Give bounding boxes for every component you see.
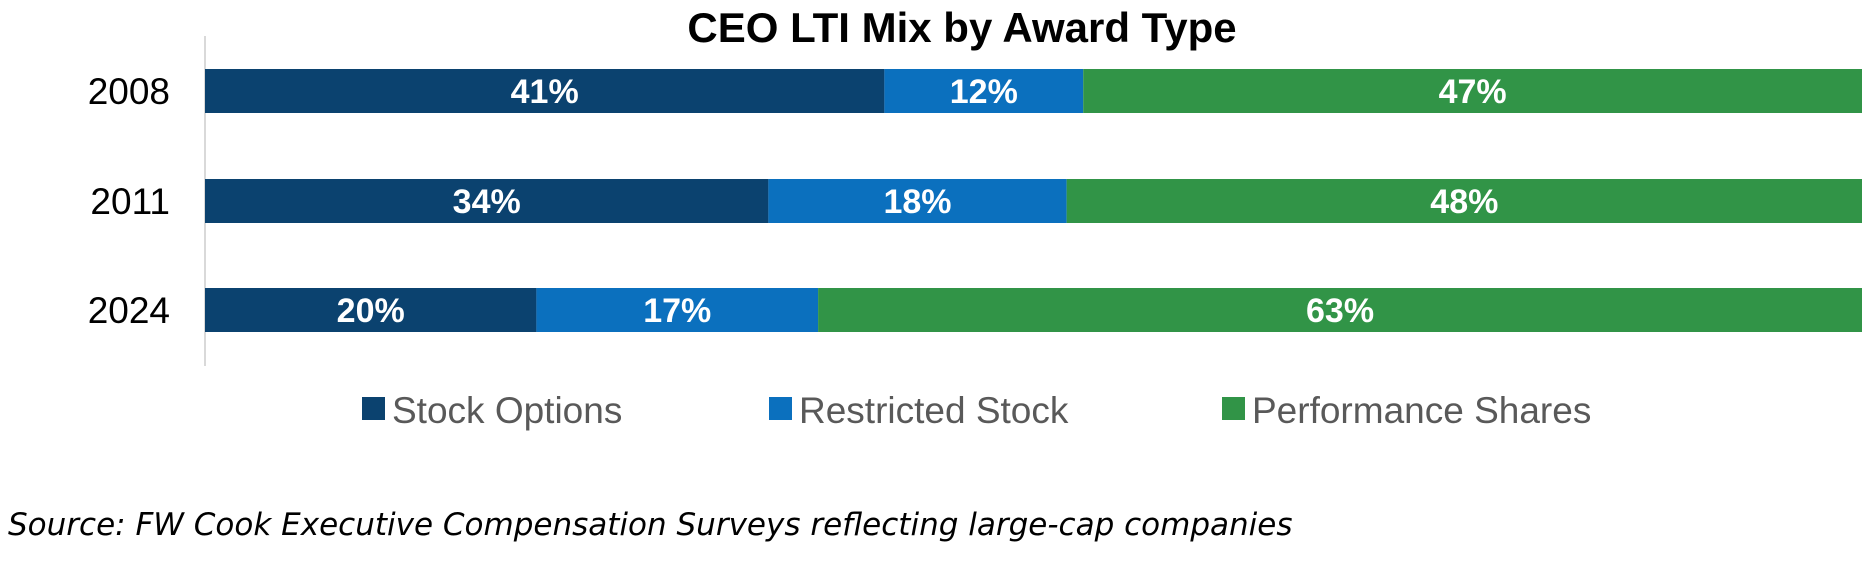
data-label-restricted-stock-2011: 18% bbox=[883, 183, 951, 221]
data-label-restricted-stock-2008: 12% bbox=[950, 73, 1018, 111]
legend-label-restricted-stock: Restricted Stock bbox=[799, 390, 1069, 431]
data-label-restricted-stock-2024: 17% bbox=[643, 292, 711, 330]
legend-swatch-performance-shares bbox=[1222, 397, 1245, 420]
legend-swatch-restricted-stock bbox=[769, 397, 792, 420]
bar-performance-shares-2008 bbox=[1083, 69, 1862, 113]
data-label-performance-shares-2008: 47% bbox=[1439, 73, 1507, 111]
legend: Stock Options Restricted Stock Performance… bbox=[362, 390, 1591, 431]
category-label-2011: 2011 bbox=[90, 181, 170, 222]
bar-stock-options-2024 bbox=[205, 288, 537, 332]
data-label-stock-options-2008: 41% bbox=[511, 73, 579, 111]
data-label-stock-options-2011: 34% bbox=[453, 183, 521, 221]
legend-label-performance-shares: Performance Shares bbox=[1252, 390, 1591, 431]
chart-title: CEO LTI Mix by Award Type bbox=[687, 4, 1236, 51]
bars-layer: 41% 12% 47% 34% 18% 48% 20% 17% 63% bbox=[205, 69, 1862, 332]
data-label-performance-shares-2011: 48% bbox=[1430, 183, 1498, 221]
bar-restricted-stock-2011 bbox=[768, 179, 1067, 223]
bar-stock-options-2008 bbox=[205, 69, 885, 113]
bar-restricted-stock-2008 bbox=[884, 69, 1084, 113]
category-label-2024: 2024 bbox=[88, 290, 170, 331]
data-label-performance-shares-2024: 63% bbox=[1306, 292, 1374, 330]
data-label-stock-options-2024: 20% bbox=[337, 292, 405, 330]
bar-performance-shares-2011 bbox=[1066, 179, 1862, 223]
legend-swatch-stock-options bbox=[362, 397, 385, 420]
bar-restricted-stock-2024 bbox=[536, 288, 819, 332]
category-label-2008: 2008 bbox=[88, 71, 170, 112]
bar-performance-shares-2024 bbox=[818, 288, 1862, 332]
source-note: Source: FW Cook Executive Compensation S… bbox=[8, 507, 1292, 543]
legend-label-stock-options: Stock Options bbox=[392, 390, 622, 431]
category-tick-labels: 2008 2011 2024 bbox=[88, 71, 170, 331]
bar-stock-options-2011 bbox=[205, 179, 769, 223]
